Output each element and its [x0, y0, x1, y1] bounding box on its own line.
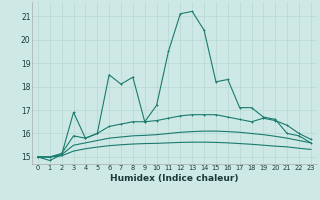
X-axis label: Humidex (Indice chaleur): Humidex (Indice chaleur): [110, 174, 239, 183]
